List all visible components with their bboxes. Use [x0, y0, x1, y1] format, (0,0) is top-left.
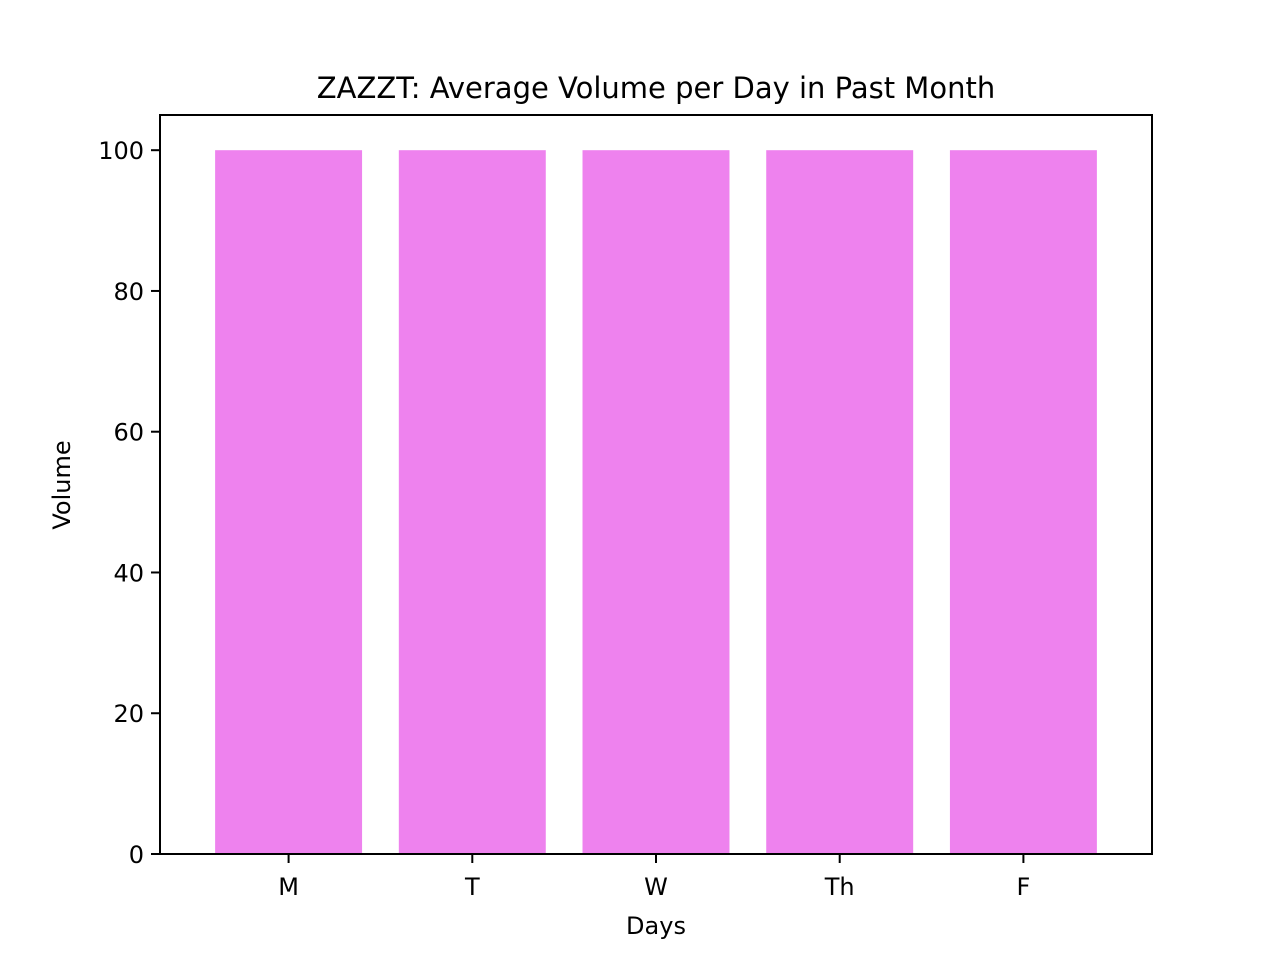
x-tick-label: Th: [824, 873, 855, 901]
y-tick-label: 20: [113, 700, 144, 728]
x-axis-label: Days: [626, 912, 686, 940]
bar-m: [215, 150, 363, 854]
plot-area-frame: [159, 114, 1153, 855]
x-axis-ticks: M T W Th F: [278, 854, 1030, 901]
bar-t: [398, 150, 546, 854]
y-tick-label: 80: [113, 278, 144, 306]
bars-group: [215, 150, 1097, 854]
bar-th: [766, 150, 914, 854]
bar-w: [582, 150, 730, 854]
y-tick-label: 100: [98, 137, 144, 165]
x-tick-label: M: [278, 873, 299, 901]
y-tick-label: 40: [113, 559, 144, 587]
y-tick-label: 0: [129, 841, 144, 869]
x-tick-label: F: [1017, 873, 1031, 901]
y-tick-label: 60: [113, 419, 144, 447]
x-tick-label: T: [464, 873, 480, 901]
x-tick-label: W: [644, 873, 668, 901]
y-axis-label: Volume: [48, 440, 76, 529]
chart-title: ZAZZT: Average Volume per Day in Past Mo…: [317, 71, 995, 105]
y-axis-ticks: 0 20 40 60 80 100: [98, 137, 160, 869]
bar-f: [949, 150, 1097, 854]
